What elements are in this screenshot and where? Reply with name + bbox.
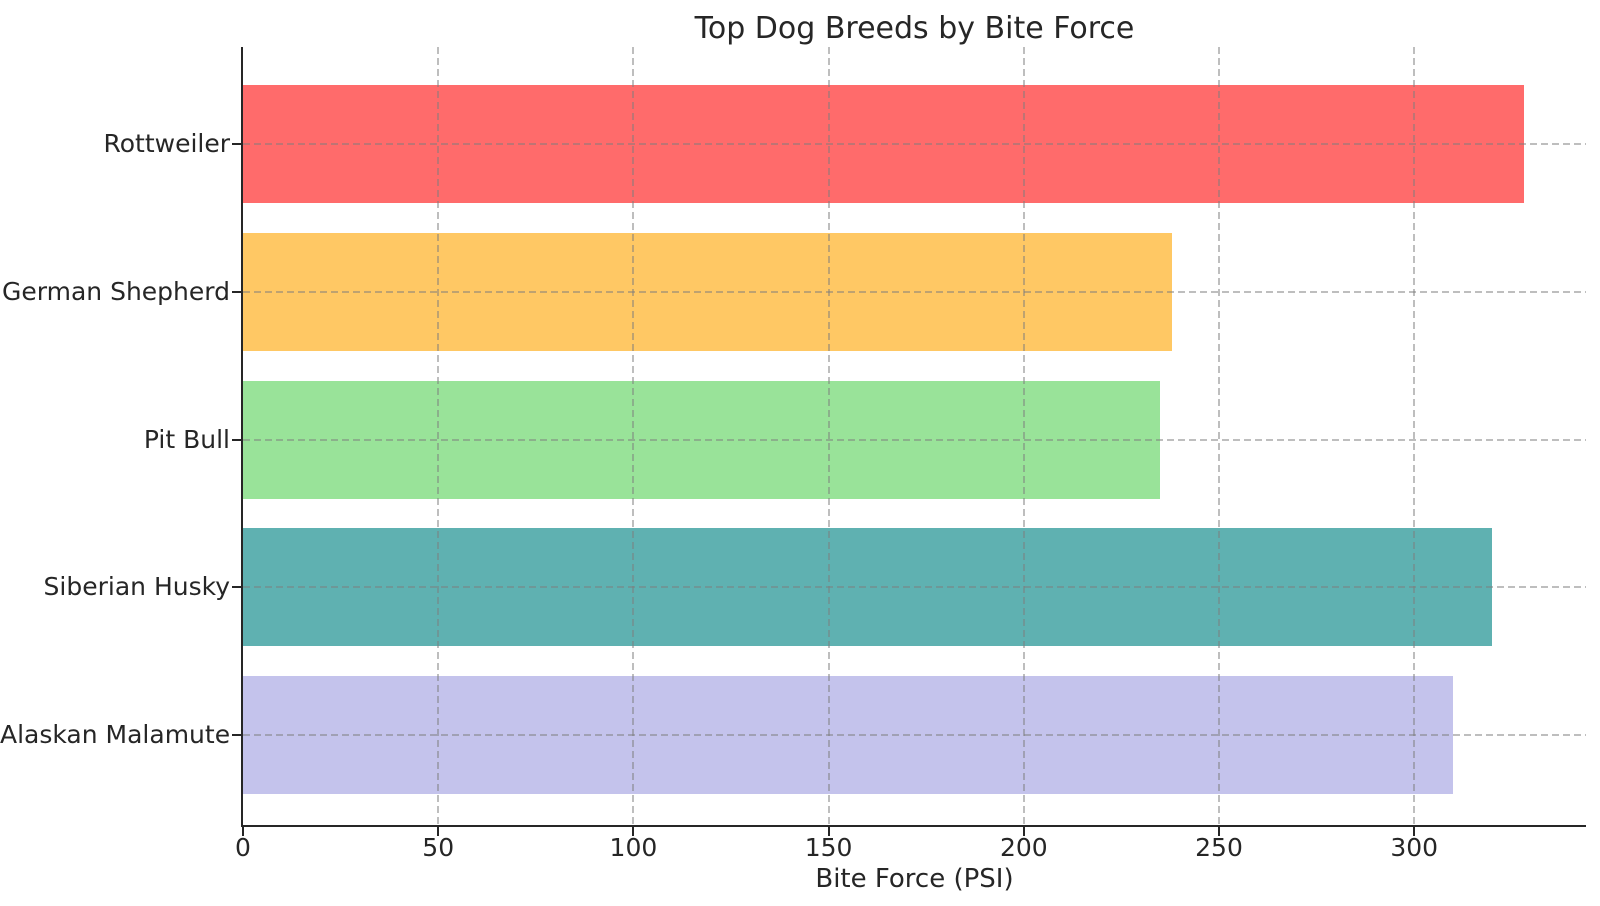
x-tick-mark-300 [1413,827,1416,836]
x-axis-label: Bite Force (PSI) [815,864,1014,894]
x-tick-label-250: 250 [1195,833,1243,862]
x-gridline-100 [632,47,635,825]
x-tick-mark-150 [827,827,830,836]
x-gridline-250 [1218,47,1221,825]
x-axis-line [241,825,1586,827]
y-gridline-german-shepherd [243,290,1586,293]
chart-title: Top Dog Breeds by Bite Force [694,11,1135,46]
x-gridline-50 [437,47,440,825]
x-gridline-150 [827,47,830,825]
y-gridline-siberian-husky [243,586,1586,589]
x-tick-label-300: 300 [1390,833,1439,862]
x-tick-label-0: 0 [235,833,251,862]
x-tick-mark-0 [242,827,244,836]
x-tick-label-200: 200 [999,833,1048,862]
y-tick-label-alaskan-malamute: Alaskan Malamute [0,720,231,749]
y-tick-label-pit-bull: Pit Bull [143,424,230,454]
x-tick-mark-200 [1022,827,1025,836]
y-tick-mark-siberian-husky [232,586,241,589]
y-gridline-alaskan-malamute [243,734,1586,736]
x-tick-mark-50 [437,827,440,836]
y-tick-mark-german-shepherd [232,290,241,293]
y-tick-mark-alaskan-malamute [232,734,241,736]
y-tick-label-rottweiler: Rottweiler [103,129,230,158]
y-tick-mark-rottweiler [232,143,241,145]
x-tick-label-150: 150 [804,833,853,862]
y-tick-label-german-shepherd: German Shepherd [2,276,230,306]
y-axis-line [241,47,243,827]
y-tick-label-siberian-husky: Siberian Husky [43,572,230,602]
x-gridline-300 [1413,47,1416,825]
y-tick-mark-pit-bull [232,438,241,441]
x-tick-mark-100 [632,827,635,836]
x-tick-label-100: 100 [609,833,658,862]
y-gridline-rottweiler [243,143,1586,145]
x-tick-mark-250 [1218,827,1221,836]
x-gridline-200 [1022,47,1025,825]
x-tick-label-50: 50 [422,833,455,862]
y-gridline-pit-bull [243,438,1586,441]
